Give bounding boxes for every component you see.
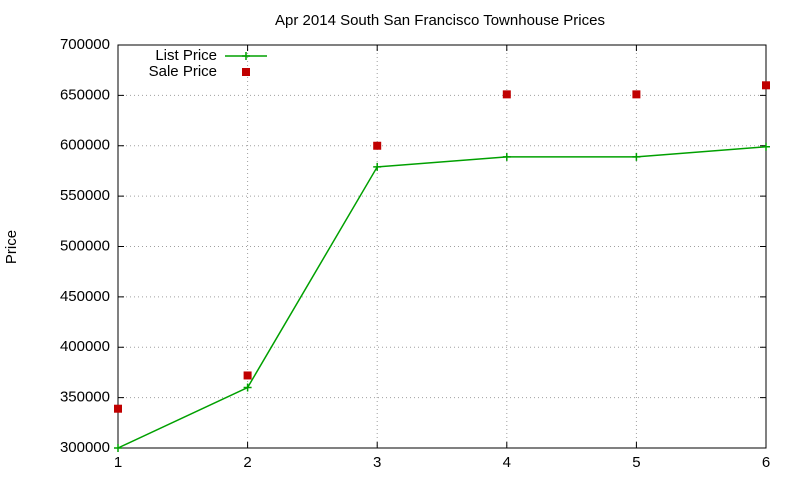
data-point [114, 404, 122, 413]
y-axis-label: Price [3, 230, 20, 264]
legend-label: Sale Price [149, 63, 217, 80]
data-point [114, 444, 122, 452]
plot-border [117, 44, 767, 449]
series-line [117, 146, 767, 449]
x-tick-label: 4 [503, 454, 511, 471]
x-tick-label: 1 [114, 454, 122, 471]
y-tick-label: 450000 [60, 288, 110, 305]
data-point [502, 90, 511, 99]
x-tick-label: 2 [243, 454, 251, 471]
data-point [762, 142, 770, 151]
y-tick-label: 300000 [60, 439, 110, 456]
y-tick-label: 550000 [60, 187, 110, 204]
legend-swatch [242, 68, 250, 76]
data-point [632, 90, 641, 99]
data-point [243, 383, 252, 392]
x-tick-label: 6 [762, 454, 770, 471]
data-point [632, 152, 641, 161]
y-tick-label: 700000 [60, 36, 110, 53]
data-point [762, 81, 770, 90]
y-tick-label: 500000 [60, 237, 110, 254]
data-point [373, 141, 382, 150]
data-point [502, 152, 511, 161]
x-tick-label: 3 [373, 454, 381, 471]
y-tick-label: 600000 [60, 137, 110, 154]
x-tick-label: 5 [632, 454, 640, 471]
y-tick-label: 650000 [60, 86, 110, 103]
y-tick-label: 400000 [60, 338, 110, 355]
legend-swatch [242, 52, 250, 60]
y-tick-label: 350000 [60, 389, 110, 406]
data-point [373, 162, 382, 171]
legend-label: List Price [155, 47, 217, 64]
data-point [243, 371, 252, 380]
chart-title: Apr 2014 South San Francisco Townhouse P… [275, 12, 605, 29]
